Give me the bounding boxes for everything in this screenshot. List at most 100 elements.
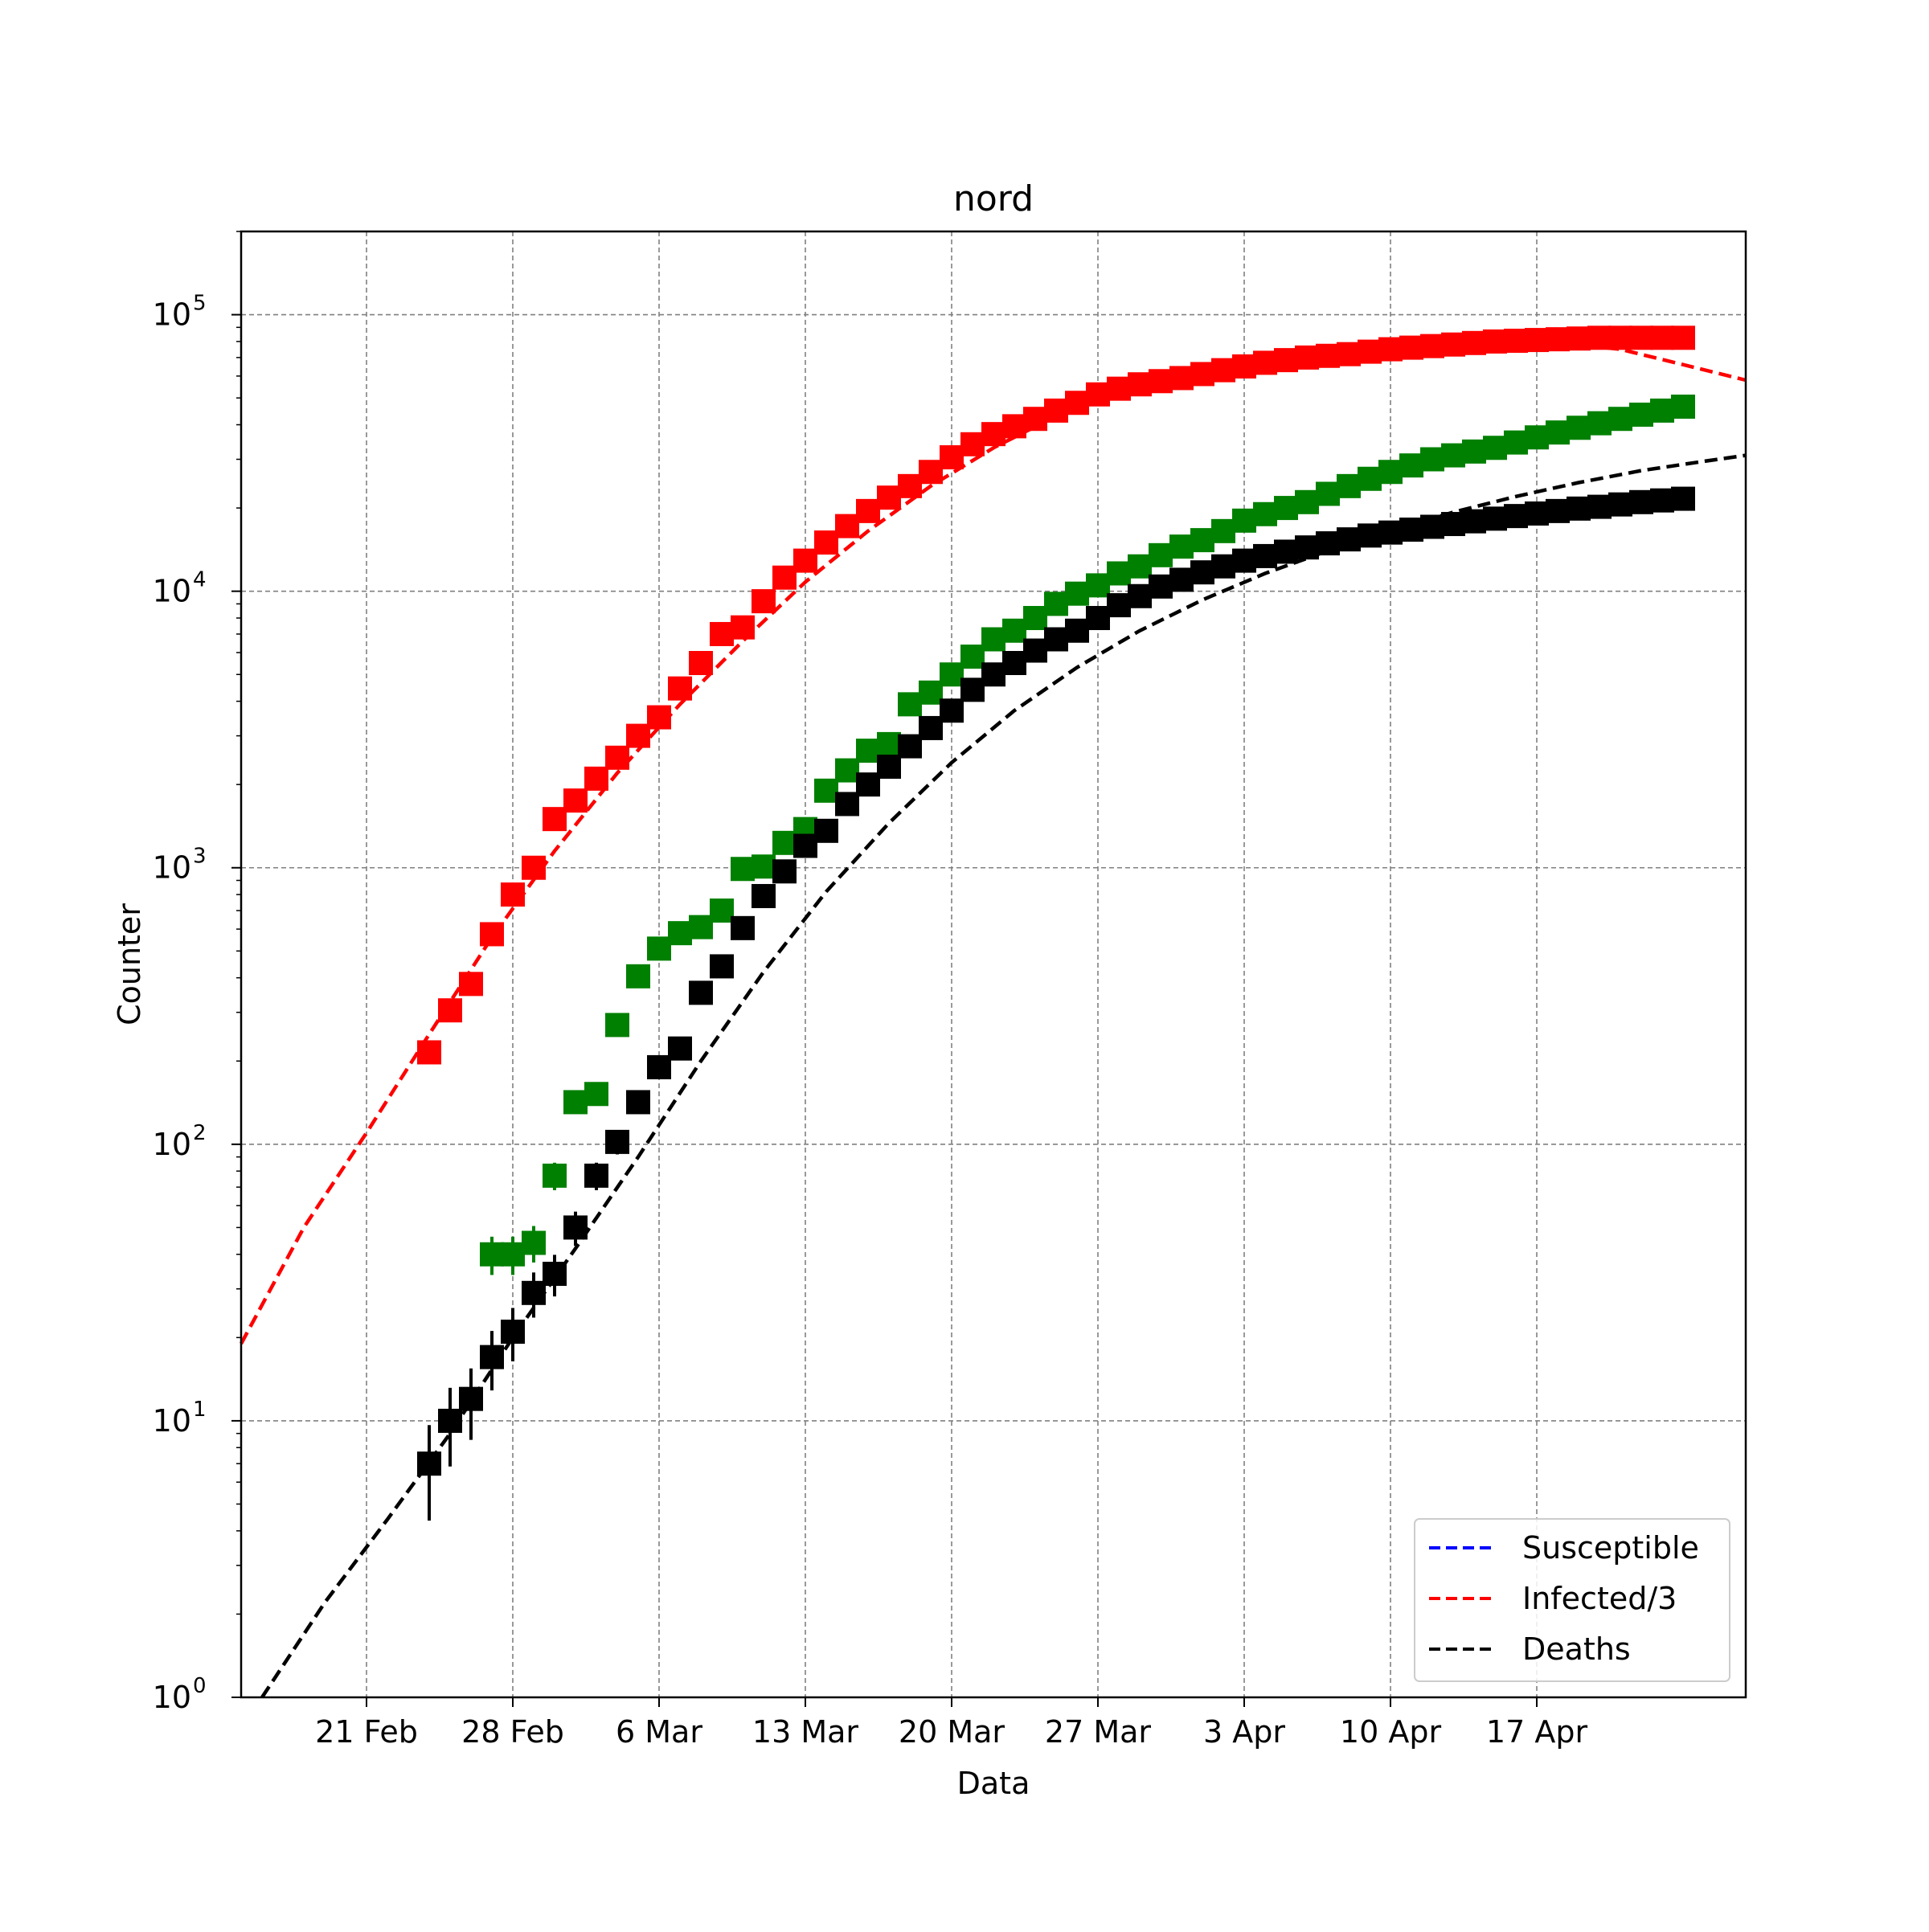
x-tick-label: 3 Apr [1203,1714,1285,1750]
data-point [1086,606,1110,631]
data-point [459,1386,483,1411]
data-point [772,859,797,884]
data-point [1420,514,1444,539]
data-point [689,651,713,676]
x-tick-label: 21 Feb [315,1714,418,1750]
data-point [731,915,755,940]
data-point [772,565,797,590]
data-point [1650,488,1674,513]
data-point [563,788,588,813]
data-point [940,698,964,723]
data-point [752,854,776,879]
data-point [814,778,838,803]
data-point [668,921,692,946]
data-point [877,731,901,756]
data-point [1107,561,1131,586]
data-point [1128,583,1152,608]
data-point [793,548,817,573]
data-point [1065,391,1089,415]
data-point [1190,528,1214,553]
data-point [1274,496,1298,521]
data-point [605,1013,629,1038]
data-point [1107,376,1131,401]
x-tick-label: 6 Mar [616,1714,702,1750]
y-tick-label: 10 [153,1403,191,1439]
data-point [1107,593,1131,618]
data-point [1420,447,1444,472]
data-point [1650,398,1674,423]
model-curve-deaths [260,453,1747,1699]
data-point [1044,591,1068,616]
data-point [1169,567,1194,592]
data-point [417,1040,441,1065]
data-point [480,1345,504,1369]
legend-box [1414,1518,1730,1682]
data-point [1567,326,1591,351]
data-point [835,758,859,783]
data-point [626,1090,650,1115]
data-point [1232,548,1256,573]
data-point [1316,531,1340,556]
data-point [1525,328,1549,353]
data-point [1211,518,1235,543]
data-point [1190,560,1214,585]
data-point [1128,372,1152,397]
data-point [856,772,880,797]
data-point [1295,489,1319,514]
data-point [835,514,859,538]
data-point [1483,329,1507,354]
data-point [1504,504,1528,529]
data-point [1504,328,1528,353]
data-point [647,936,671,961]
y-tick-label: 10 [153,1127,191,1162]
data-point [1546,420,1570,445]
data-point [1211,554,1235,579]
y-axis-label: Counter [112,903,147,1025]
data-point [1608,492,1632,517]
data-point [1378,337,1403,362]
chart-title: nord [953,178,1034,219]
data-point [522,1280,546,1305]
data-point [898,692,922,717]
data-point [1190,362,1214,387]
data-point [522,855,546,880]
data-point [1253,501,1277,526]
data-point [1587,325,1612,350]
data-point [480,1242,504,1267]
data-point [981,422,1005,447]
data-point [1378,460,1403,485]
data-point [438,998,462,1023]
data-point [1671,395,1695,420]
data-point [1128,554,1152,579]
x-tick-label: 13 Mar [752,1714,859,1750]
data-point [563,1090,588,1115]
x-tick-label: 10 Apr [1340,1714,1442,1750]
data-point [480,922,504,947]
data-point [856,498,880,523]
data-point [877,485,901,510]
data-point [1232,508,1256,533]
data-point [605,745,629,770]
data-point [1671,325,1695,350]
data-point [856,739,880,763]
data-point [647,1054,671,1079]
data-point [689,915,713,939]
data-point [647,705,671,730]
data-point [1650,325,1674,350]
data-point [1378,520,1403,545]
legend-label-susceptible: Susceptible [1522,1530,1699,1566]
data-point [1023,606,1047,631]
y-tick-exponent: 0 [193,1674,207,1698]
data-point [960,645,985,669]
data-point [522,1230,546,1255]
data-point [1441,512,1465,537]
data-point [752,883,776,908]
data-point [584,1082,608,1107]
data-point [1337,473,1361,498]
legend-label-deaths: Deaths [1522,1631,1631,1667]
data-point [605,1129,629,1154]
data-point [981,662,1005,687]
legend: Susceptible Infected/3 Deaths [1414,1518,1730,1682]
data-point [752,589,776,614]
data-point [1587,494,1612,519]
